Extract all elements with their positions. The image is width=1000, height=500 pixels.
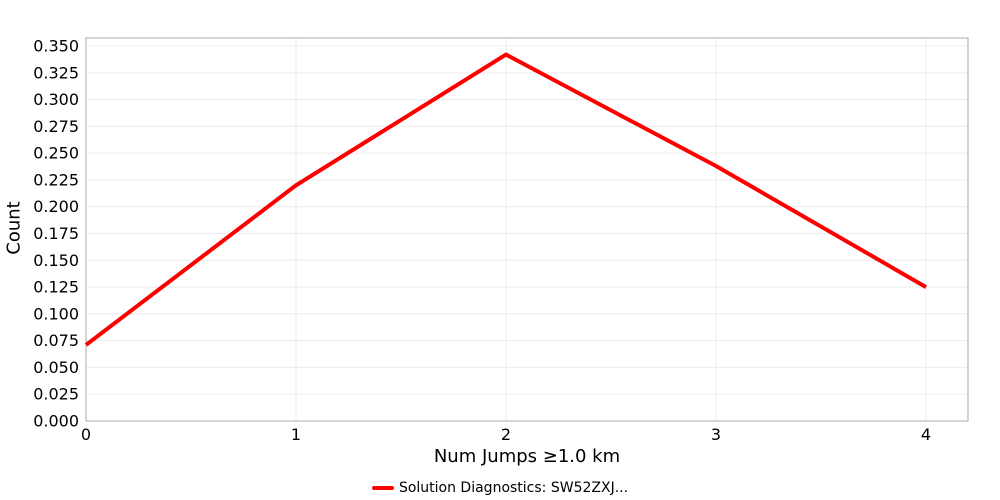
x-tick-label: 1 [291, 425, 301, 444]
plot-border [85, 37, 969, 422]
x-tick-label: 3 [711, 425, 721, 444]
y-tick-label: 0.050 [33, 358, 79, 377]
y-tick-label: 0.300 [33, 90, 79, 109]
y-tick-label: 0.175 [33, 224, 79, 243]
y-tick-label: 0.250 [33, 144, 79, 163]
y-tick-label: 0.075 [33, 331, 79, 350]
y-tick-label: 0.000 [33, 412, 79, 431]
plot-area: 0 1 2 3 4 0.000 0.025 0.050 0.075 0.100 0.125 0.150… [0, 0, 1000, 445]
y-axis-label: Count [3, 201, 25, 255]
y-tick-label: 0.200 [33, 197, 79, 216]
x-tick-label: 4 [921, 425, 931, 444]
legend-series-label: Solution Diagnostics: SW52ZXJ... [398, 480, 629, 496]
legend: Solution Diagnostics: SW52ZXJ... [0, 479, 1000, 497]
y-tick-label: 0.275 [33, 117, 79, 136]
y-tick-label: 0.150 [33, 251, 79, 270]
x-axis-label: Num Jumps ≥1.0 km [433, 446, 621, 467]
y-tick-label: 0.100 [33, 304, 79, 323]
data-line [84, 52, 927, 347]
y-tick-label: 0.125 [33, 278, 79, 297]
y-tick-label: 0.325 [33, 63, 79, 82]
plot-background [0, 0, 1000, 445]
y-tick-label: 0.225 [33, 170, 79, 189]
y-tick-label: 0.350 [33, 37, 79, 56]
y-tick-label: 0.025 [33, 385, 79, 404]
x-tick-label: 2 [501, 425, 511, 444]
x-tick-label: 0 [81, 425, 91, 444]
legend-line-swatch-icon [371, 486, 394, 490]
